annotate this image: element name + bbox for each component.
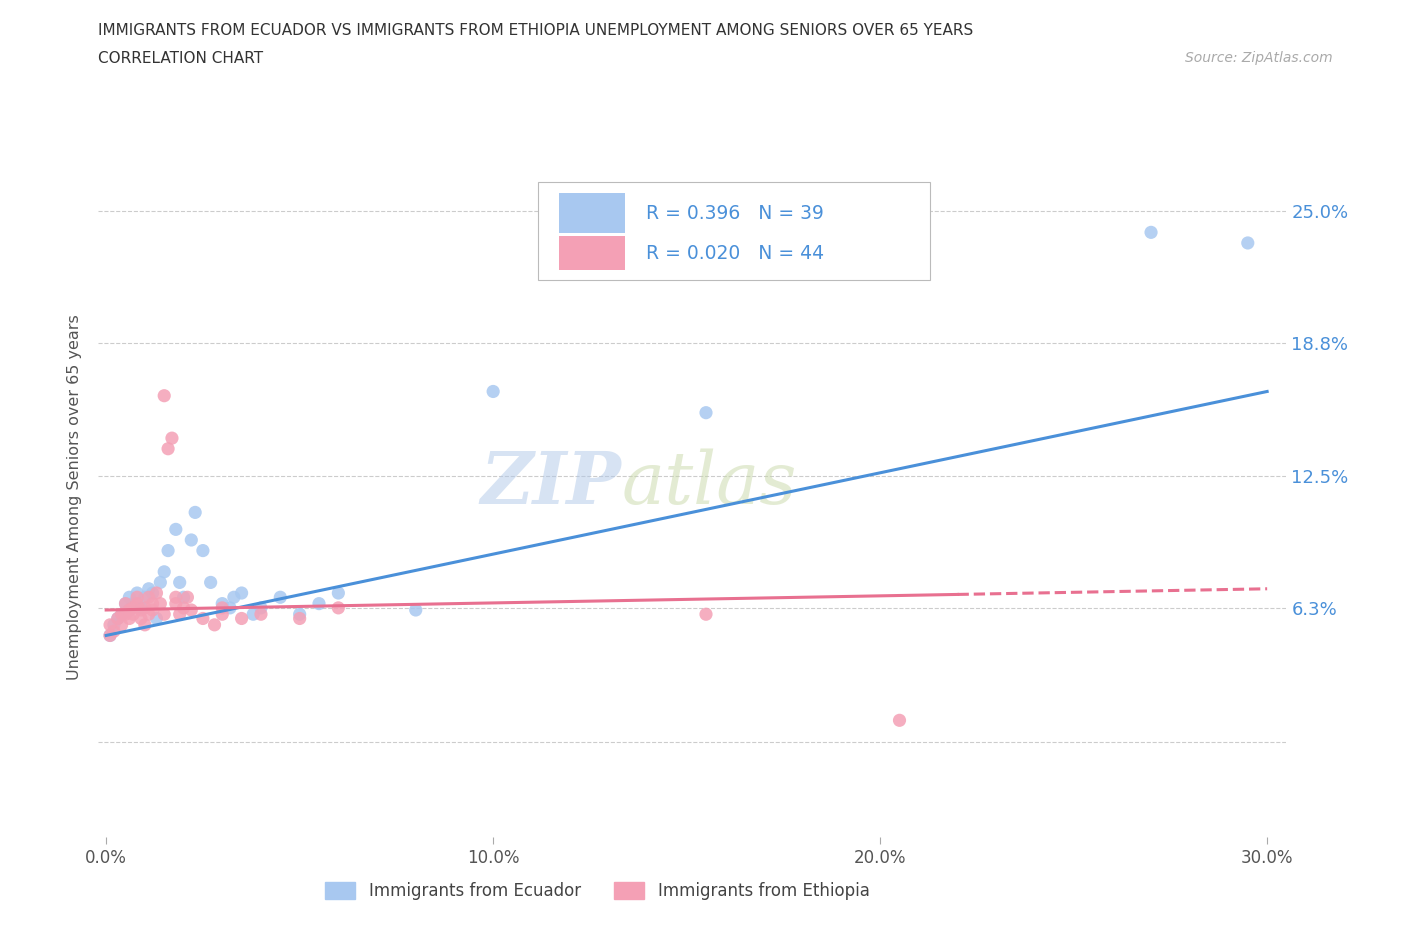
Point	[250, 606, 273, 621]
Point	[231, 611, 253, 626]
Point	[308, 596, 330, 611]
Point	[114, 596, 136, 611]
Point	[695, 405, 717, 420]
Point	[153, 565, 176, 579]
Point	[328, 586, 350, 601]
Point	[111, 606, 134, 621]
Point	[142, 586, 165, 601]
Text: Source: ZipAtlas.com: Source: ZipAtlas.com	[1185, 51, 1333, 65]
Point	[157, 543, 180, 558]
Point	[118, 603, 141, 618]
Point	[107, 611, 129, 626]
FancyBboxPatch shape	[560, 236, 624, 270]
Point	[173, 601, 195, 616]
Point	[134, 590, 156, 604]
Point	[153, 606, 176, 621]
Point	[165, 596, 187, 611]
Y-axis label: Unemployment Among Seniors over 65 years: Unemployment Among Seniors over 65 years	[67, 314, 83, 681]
Point	[176, 590, 198, 604]
Point	[118, 611, 141, 626]
Point	[211, 606, 233, 621]
Point	[149, 575, 172, 590]
Point	[111, 618, 134, 632]
Point	[482, 384, 505, 399]
Point	[219, 601, 242, 616]
Point	[153, 389, 176, 404]
Point	[288, 606, 311, 621]
Point	[142, 596, 165, 611]
Point	[184, 505, 207, 520]
Point	[98, 628, 121, 643]
Point	[165, 590, 187, 604]
Point	[211, 596, 233, 611]
Point	[129, 601, 152, 616]
Point	[114, 596, 136, 611]
Point	[405, 603, 427, 618]
Point	[1140, 225, 1163, 240]
Point	[134, 601, 156, 616]
Point	[211, 601, 233, 616]
Point	[288, 611, 311, 626]
Point	[127, 590, 149, 604]
FancyBboxPatch shape	[538, 182, 931, 280]
Point	[127, 586, 149, 601]
Point	[118, 590, 141, 604]
Point	[165, 522, 187, 537]
Point	[145, 611, 167, 626]
Point	[138, 606, 160, 621]
Point	[180, 603, 202, 618]
Text: atlas: atlas	[621, 448, 797, 519]
Point	[111, 606, 134, 621]
Point	[200, 575, 222, 590]
Text: R = 0.020   N = 44: R = 0.020 N = 44	[647, 244, 824, 262]
Point	[149, 596, 172, 611]
Point	[1236, 235, 1258, 250]
Point	[695, 606, 717, 621]
Point	[191, 611, 214, 626]
Point	[122, 596, 145, 611]
Point	[122, 606, 145, 621]
Point	[142, 603, 165, 618]
Point	[122, 601, 145, 616]
Legend: Immigrants from Ecuador, Immigrants from Ethiopia: Immigrants from Ecuador, Immigrants from…	[319, 875, 876, 907]
FancyBboxPatch shape	[560, 193, 624, 232]
Point	[98, 628, 121, 643]
Point	[103, 618, 125, 632]
Point	[138, 590, 160, 604]
Point	[204, 618, 226, 632]
Point	[328, 601, 350, 616]
Point	[127, 596, 149, 611]
Point	[191, 543, 214, 558]
Point	[129, 603, 152, 618]
Point	[107, 611, 129, 626]
Point	[169, 606, 191, 621]
Point	[134, 618, 156, 632]
Point	[103, 624, 125, 639]
Point	[160, 431, 183, 445]
Point	[145, 586, 167, 601]
Point	[118, 603, 141, 618]
Text: ZIP: ZIP	[481, 448, 621, 520]
Point	[129, 611, 152, 626]
Point	[173, 590, 195, 604]
Text: R = 0.396   N = 39: R = 0.396 N = 39	[647, 204, 824, 222]
Point	[231, 586, 253, 601]
Point	[180, 533, 202, 548]
Point	[222, 590, 245, 604]
Point	[250, 601, 273, 616]
Point	[242, 606, 264, 621]
Point	[98, 618, 121, 632]
Point	[269, 590, 291, 604]
Point	[114, 606, 136, 621]
Point	[138, 581, 160, 596]
Text: IMMIGRANTS FROM ECUADOR VS IMMIGRANTS FROM ETHIOPIA UNEMPLOYMENT AMONG SENIORS O: IMMIGRANTS FROM ECUADOR VS IMMIGRANTS FR…	[98, 23, 974, 38]
Point	[157, 442, 180, 457]
Text: CORRELATION CHART: CORRELATION CHART	[98, 51, 263, 66]
Point	[889, 713, 911, 728]
Point	[169, 575, 191, 590]
